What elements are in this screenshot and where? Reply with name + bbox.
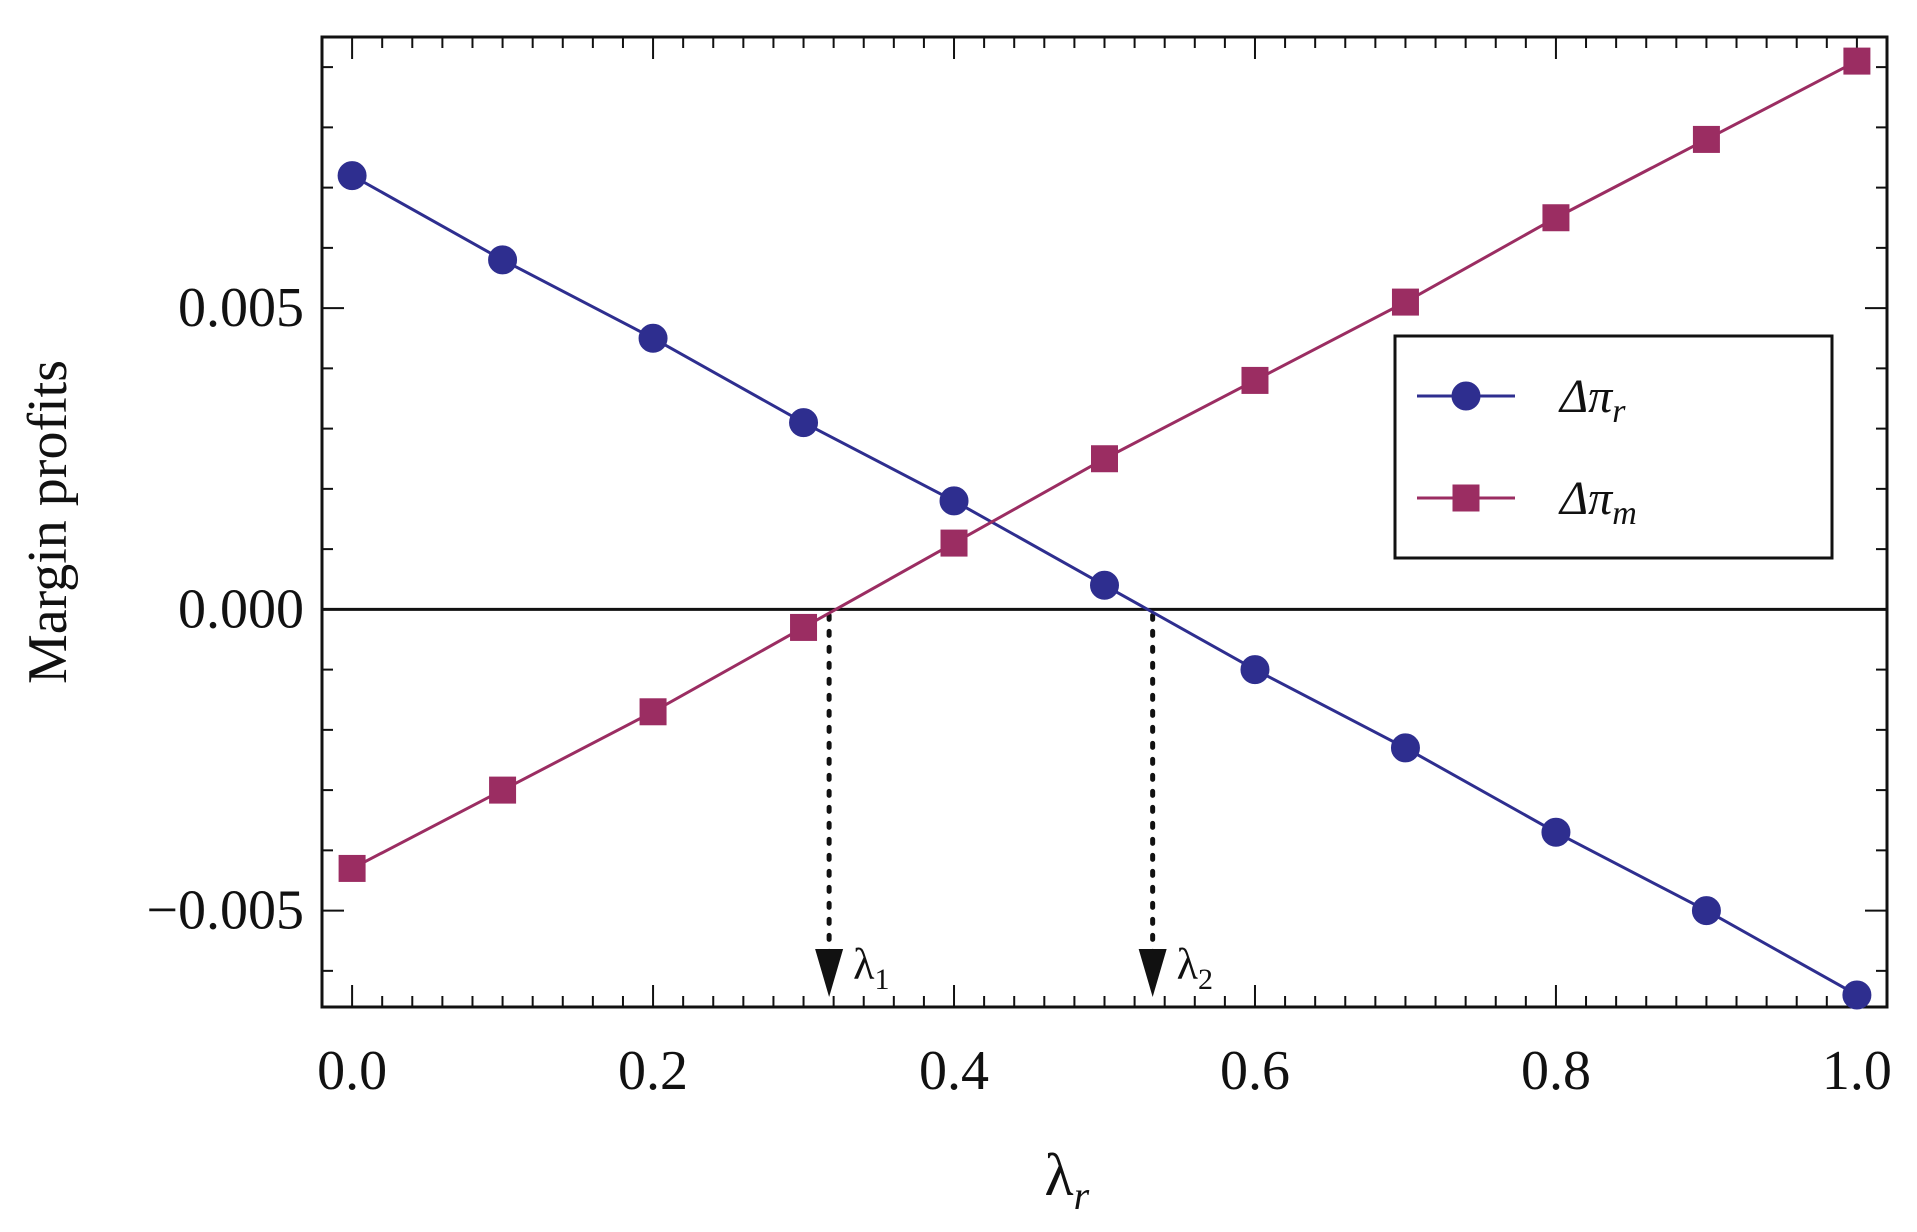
data-point — [1240, 655, 1270, 685]
y-tick-label: 0.005 — [178, 277, 304, 339]
legend-box — [1393, 334, 1834, 560]
x-axis-label-sub: r — [1074, 1173, 1090, 1218]
data-point — [338, 854, 366, 882]
legend-label-sub: m — [1612, 495, 1637, 532]
annotation-label-main: λ — [853, 940, 875, 989]
data-point — [789, 408, 819, 438]
x-tick-label: 0.0 — [317, 1040, 387, 1102]
x-axis-label: λr — [1045, 1142, 1090, 1218]
x-tick-label: 0.8 — [1521, 1040, 1591, 1102]
data-point — [1692, 125, 1720, 153]
y-tick-label: −0.005 — [146, 880, 304, 942]
data-point — [489, 776, 517, 804]
legend-label: Δπr — [1558, 370, 1626, 430]
data-point — [488, 245, 518, 275]
data-point — [1091, 445, 1118, 473]
annotation-arrowhead — [1138, 949, 1167, 997]
legend-label-sub: r — [1612, 393, 1626, 430]
legend-marker — [1452, 484, 1480, 512]
annotation-label-main: λ — [1177, 940, 1199, 989]
data-point — [638, 323, 668, 353]
annotation-label: λ1 — [853, 940, 889, 996]
annotation-arrowhead — [815, 949, 844, 997]
series-delta-pi-m — [338, 47, 1871, 882]
legend-entry: Δπr — [1417, 370, 1626, 430]
data-point — [790, 613, 818, 641]
data-point — [1541, 817, 1571, 847]
x-tick-label: 0.2 — [618, 1040, 688, 1102]
data-point — [1542, 204, 1570, 232]
data-point — [639, 698, 667, 726]
series-layer — [337, 47, 1872, 1010]
data-point — [1843, 47, 1871, 75]
x-tick-label: 1.0 — [1822, 1040, 1892, 1102]
axes-layer: 0.0 0.2 0.4 0.6 0.8 1.0−0.0050.0000.005λrMarg… — [17, 35, 1892, 1218]
y-tick-label: 0.000 — [178, 578, 304, 640]
legend-label-main: Δπ — [1558, 472, 1614, 525]
legend-entry: Δπm — [1417, 472, 1637, 532]
annotation-label-sub: 2 — [1198, 963, 1213, 996]
data-point — [1090, 570, 1119, 600]
data-point — [1391, 288, 1419, 316]
annotation-label: λ2 — [1177, 940, 1213, 996]
annotation-label-sub: 1 — [874, 963, 889, 996]
y-axis-label: Margin profits — [17, 360, 79, 684]
legend-label: Δπm — [1558, 472, 1637, 532]
series-delta-pi-r — [337, 161, 1872, 1010]
x-tick-label: 0.4 — [919, 1040, 989, 1102]
x-tick-label: 0.6 — [1220, 1040, 1290, 1102]
data-point — [939, 486, 969, 516]
data-point — [1842, 980, 1872, 1010]
legend-marker — [1451, 381, 1481, 411]
data-point — [1241, 366, 1269, 394]
data-point — [1691, 896, 1721, 926]
data-point — [1390, 733, 1420, 763]
legend-label-main: Δπ — [1558, 370, 1614, 423]
data-point — [940, 529, 968, 557]
x-axis-label-main: λ — [1045, 1142, 1074, 1208]
data-point — [337, 161, 367, 191]
annotation-layer: λ1 λ2 — [815, 612, 1213, 997]
